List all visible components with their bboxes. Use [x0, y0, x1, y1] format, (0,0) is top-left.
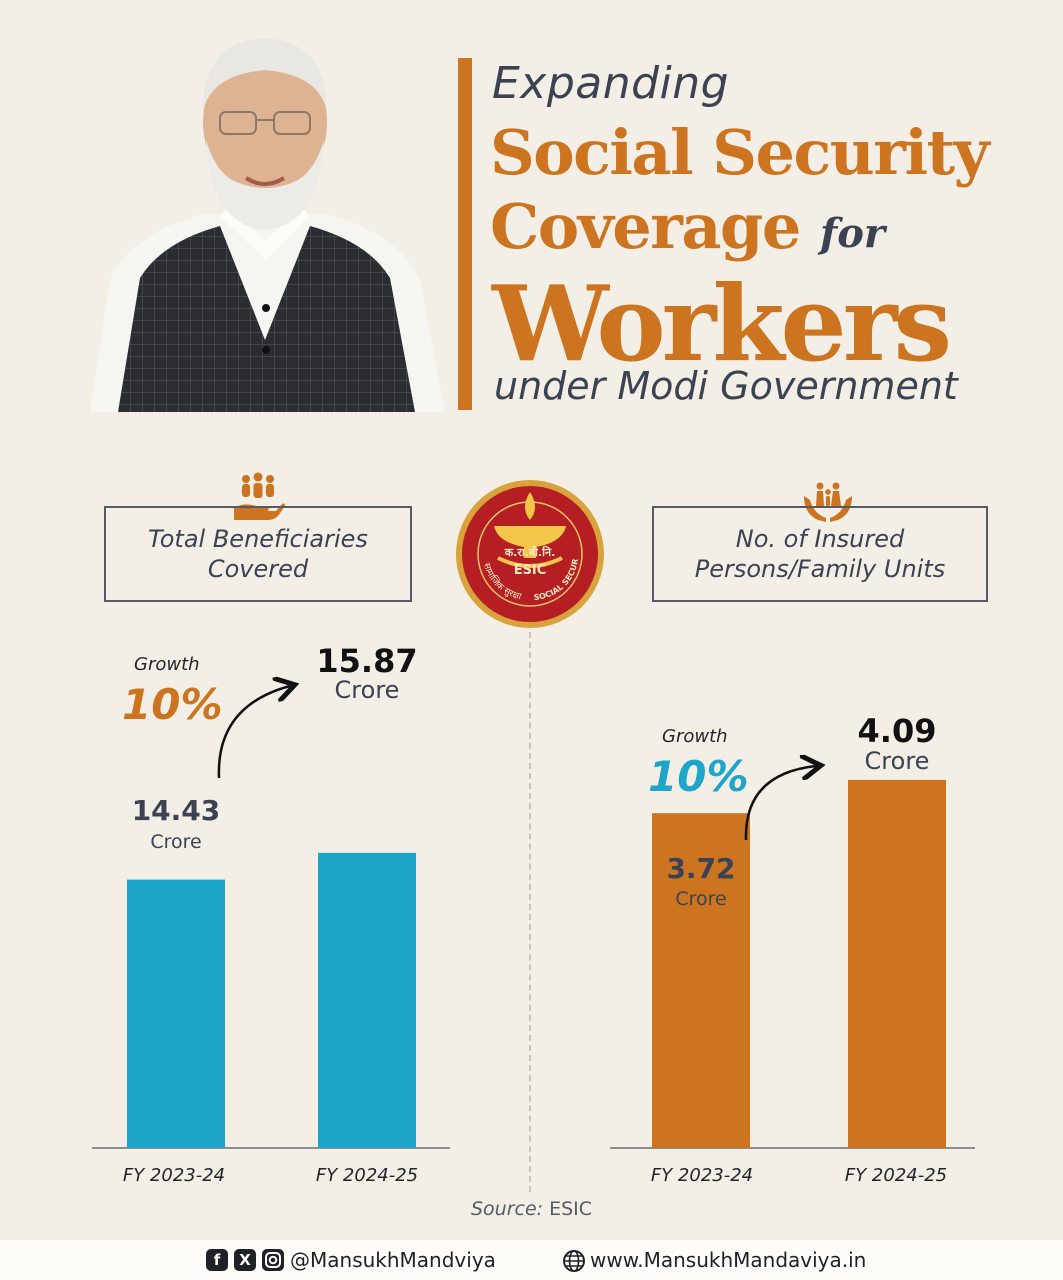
insured-label-line-2: Persons/Family Units [694, 555, 946, 583]
source-prefix: Source: [470, 1198, 544, 1220]
bar-fy-2023-24 [652, 813, 750, 1148]
website-link[interactable]: www.MansukhMandaviya.in [590, 1248, 867, 1272]
title-line-2: Social Security [490, 116, 990, 189]
facebook-icon[interactable]: f [206, 1249, 228, 1271]
x-axis-label: FY 2024-25 [316, 1165, 418, 1186]
esic-logo-hindi-top: क.रा.बी.नि. [504, 545, 556, 559]
x-icon[interactable]: X [234, 1249, 256, 1271]
bar-value-label: 3.72 [666, 852, 735, 885]
globe-icon [562, 1249, 586, 1277]
title-line-5: under Modi Government [494, 364, 958, 408]
bar-fy-2024-25 [848, 779, 946, 1148]
x-axis-label: FY 2023-24 [123, 1165, 225, 1186]
portrait-image [70, 20, 460, 412]
bar-unit-label: Crore [675, 888, 726, 910]
title-line-3: Coverage [490, 190, 801, 263]
title-line-3-suffix: for [820, 210, 885, 257]
bar-value-label: 4.09 [858, 712, 937, 750]
bar-value-label: 14.43 [132, 794, 221, 827]
beneficiaries-label-line-2: Covered [207, 555, 309, 583]
title-line-1: Expanding [492, 58, 730, 109]
panel-divider [529, 632, 531, 1192]
growth-arrow-right [744, 766, 816, 841]
family-hands-icon [800, 474, 856, 534]
esic-logo: क.रा.बी.नि. ESIC सामाजिक सुरक्षा SOCIAL … [450, 471, 606, 634]
x-axis-label: FY 2024-25 [845, 1165, 947, 1186]
bar-fy-2024-25 [318, 852, 416, 1148]
x-axis-label: FY 2023-24 [651, 1165, 753, 1186]
bar-unit-label: Crore [335, 676, 400, 704]
growth-percent-left: 10% [122, 680, 223, 729]
footer-bar: f X @MansukhMandviya www.MansukhMandaviy… [0, 1240, 1063, 1280]
beneficiaries-label-line-1: Total Beneficiaries [148, 525, 368, 553]
bar-unit-label: Crore [150, 831, 201, 853]
growth-arrow-left [217, 686, 290, 779]
source-note: Source: ESIC [0, 1198, 1063, 1220]
growth-percent-right: 10% [648, 752, 749, 801]
growth-label-left: Growth [134, 654, 200, 675]
insured-label-box: No. of Insured Persons/Family Units [652, 506, 988, 602]
bar-fy-2023-24 [127, 879, 225, 1148]
header-accent-bar [458, 58, 472, 410]
instagram-icon[interactable] [262, 1249, 284, 1271]
growth-label-right: Growth [662, 726, 728, 747]
bar-value-label: 15.87 [316, 642, 417, 680]
esic-logo-center-text: ESIC [514, 563, 547, 578]
beneficiaries-label-box: Total Beneficiaries Covered [104, 506, 412, 602]
insured-label-line-1: No. of Insured [735, 525, 905, 553]
source-name: ESIC [549, 1198, 593, 1220]
title-line-4: Workers [492, 262, 952, 385]
bar-unit-label: Crore [865, 747, 930, 775]
social-handle[interactable]: @MansukhMandviya [290, 1248, 496, 1272]
